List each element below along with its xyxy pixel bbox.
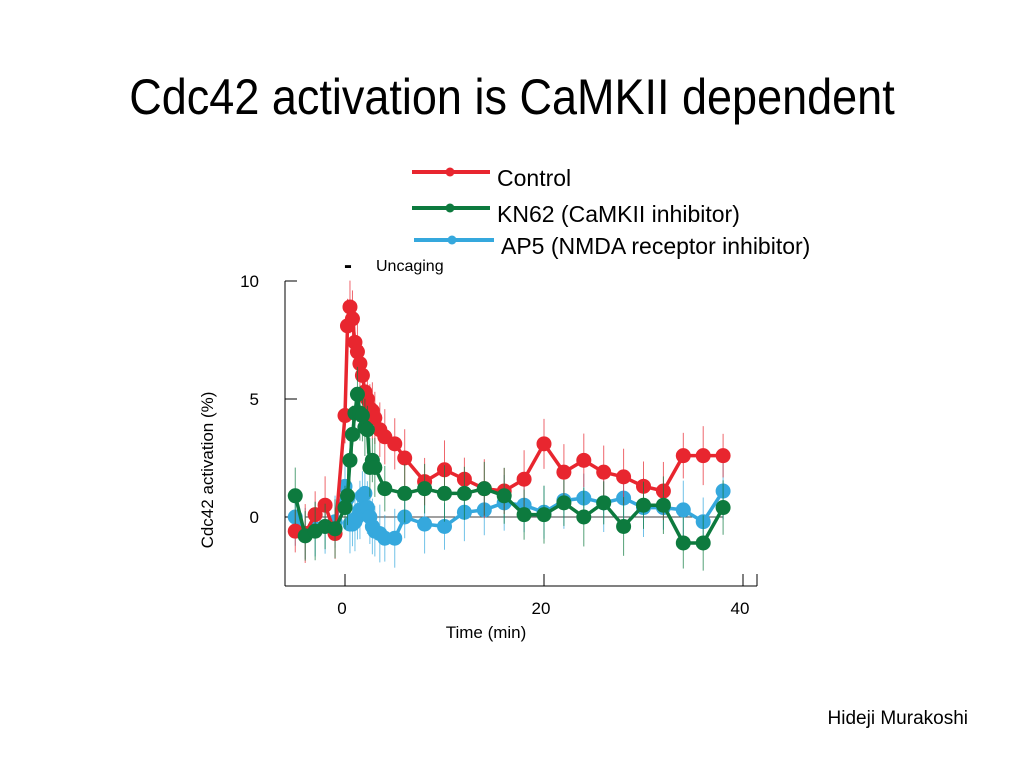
data-point xyxy=(516,471,532,487)
y-axis-label: Cdc42 activation (%) xyxy=(198,392,217,549)
data-point xyxy=(536,507,552,523)
series-2 xyxy=(287,457,731,568)
data-point xyxy=(715,500,731,516)
data-point xyxy=(377,481,393,497)
data-point xyxy=(397,450,413,466)
data-point xyxy=(476,481,492,497)
data-point xyxy=(387,530,403,546)
axes: 0 5 10 0 20 40 xyxy=(240,272,758,618)
uncaging-marker: - xyxy=(344,252,352,279)
data-point xyxy=(397,485,413,501)
data-point xyxy=(576,509,592,525)
legend-label: Control xyxy=(497,165,571,191)
uncaging-label: Uncaging xyxy=(376,258,444,275)
legend-swatch-dot xyxy=(447,235,457,245)
data-point xyxy=(339,488,355,504)
x-axis-label: Time (min) xyxy=(446,623,527,642)
data-point xyxy=(576,452,592,468)
data-point xyxy=(456,485,472,501)
data-point xyxy=(556,464,572,480)
y-tick-label: 10 xyxy=(240,272,259,291)
author-credit: Hideji Murakoshi xyxy=(827,708,968,729)
data-point xyxy=(675,448,691,464)
legend-swatch-dot xyxy=(445,203,455,213)
data-point xyxy=(349,386,365,402)
data-point xyxy=(437,485,452,501)
x-tick-label: 40 xyxy=(731,599,750,618)
data-point xyxy=(695,535,711,551)
data-point xyxy=(337,500,353,516)
data-point xyxy=(596,495,612,511)
slide-title: Cdc42 activation is CaMKII dependent xyxy=(129,69,895,125)
plot-area xyxy=(287,280,731,571)
legend: Control KN62 (CaMKII inhibitor) AP5 (NMDA … xyxy=(412,165,810,259)
data-point xyxy=(536,436,552,452)
data-point xyxy=(357,485,373,501)
uncaging-annotation: - Uncaging xyxy=(344,252,444,279)
data-point xyxy=(327,521,343,537)
data-point xyxy=(354,367,370,383)
data-point xyxy=(417,516,433,532)
data-point xyxy=(417,481,433,497)
data-point xyxy=(437,518,452,534)
data-point xyxy=(516,507,532,523)
data-point xyxy=(675,535,691,551)
data-point xyxy=(695,448,711,464)
data-point xyxy=(715,448,731,464)
data-point xyxy=(344,311,360,327)
y-tick-label: 5 xyxy=(250,390,259,409)
data-point xyxy=(496,488,512,504)
data-point xyxy=(387,436,403,452)
data-point xyxy=(636,497,651,513)
data-point xyxy=(349,344,365,360)
data-point xyxy=(556,495,572,511)
legend-label: AP5 (NMDA receptor inhibitor) xyxy=(501,233,810,259)
data-point xyxy=(367,410,383,426)
data-point xyxy=(287,488,303,504)
data-point xyxy=(616,518,632,534)
series-1 xyxy=(287,366,731,571)
legend-label: KN62 (CaMKII inhibitor) xyxy=(497,201,740,227)
data-point xyxy=(352,356,368,372)
y-tick-label: 0 xyxy=(250,508,259,527)
data-point xyxy=(359,422,375,438)
x-tick-label: 0 xyxy=(337,599,346,618)
data-point xyxy=(596,464,612,480)
x-tick-label: 20 xyxy=(532,599,551,618)
data-point xyxy=(675,502,691,518)
legend-swatch-dot xyxy=(445,167,455,177)
data-point xyxy=(655,497,671,513)
data-point xyxy=(616,469,632,485)
data-point xyxy=(344,426,360,442)
data-point xyxy=(354,408,370,424)
data-point xyxy=(342,452,358,468)
data-point xyxy=(342,299,358,315)
data-point xyxy=(367,459,383,475)
